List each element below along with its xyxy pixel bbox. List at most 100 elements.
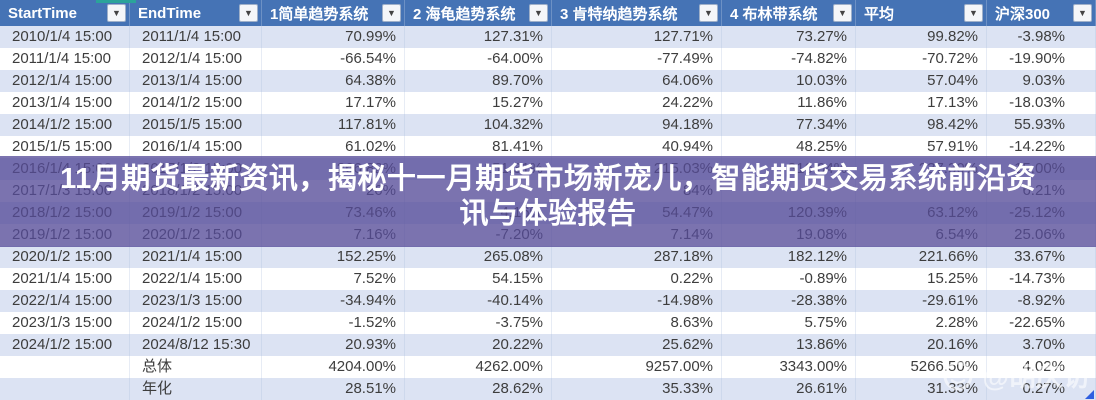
column-header-system1-simple-trend[interactable]: 1简单趋势系统 ▼	[262, 0, 405, 26]
starttime-cell[interactable]: 2012/1/4 15:00	[0, 70, 130, 92]
value-cell-system4-bollinger-band[interactable]: 48.25%	[722, 136, 856, 158]
value-cell-system1-simple-trend[interactable]: -1.52%	[262, 312, 405, 334]
value-cell-system3-keltner-trend[interactable]: 127.71%	[552, 26, 722, 48]
value-cell-system4-bollinger-band[interactable]: -28.38%	[722, 290, 856, 312]
value-cell-hs300[interactable]: 3.70%	[987, 334, 1096, 356]
value-cell-system3-keltner-trend[interactable]: 287.18%	[552, 246, 722, 268]
value-cell-system2-turtle-trend[interactable]: -40.14%	[405, 290, 552, 312]
starttime-cell[interactable]: 2021/1/4 15:00	[0, 268, 130, 290]
starttime-cell[interactable]	[0, 356, 130, 378]
value-cell-system3-keltner-trend[interactable]: 64.06%	[552, 70, 722, 92]
value-cell-system1-simple-trend[interactable]: -66.54%	[262, 48, 405, 70]
value-cell-system2-turtle-trend[interactable]: 265.08%	[405, 246, 552, 268]
value-cell-system1-simple-trend[interactable]: 17.17%	[262, 92, 405, 114]
column-header-endtime[interactable]: EndTime ▼	[130, 0, 262, 26]
value-cell-hs300[interactable]: -18.03%	[987, 92, 1096, 114]
filter-dropdown-icon[interactable]: ▼	[964, 4, 983, 22]
endtime-cell[interactable]: 2014/1/2 15:00	[130, 92, 262, 114]
value-cell-average[interactable]: 31.33%	[856, 378, 987, 400]
column-header-starttime[interactable]: StartTime ▼	[0, 0, 130, 26]
starttime-cell[interactable]	[0, 378, 130, 400]
value-cell-system1-simple-trend[interactable]: 64.38%	[262, 70, 405, 92]
starttime-cell[interactable]: 2010/1/4 15:00	[0, 26, 130, 48]
value-cell-system1-simple-trend[interactable]: 117.81%	[262, 114, 405, 136]
value-cell-hs300[interactable]: 9.03%	[987, 70, 1096, 92]
value-cell-system4-bollinger-band[interactable]: 77.34%	[722, 114, 856, 136]
value-cell-system3-keltner-trend[interactable]: -77.49%	[552, 48, 722, 70]
value-cell-average[interactable]: 15.25%	[856, 268, 987, 290]
endtime-cell[interactable]: 2023/1/3 15:00	[130, 290, 262, 312]
column-header-hs300[interactable]: 沪深300 ▼	[987, 0, 1096, 26]
starttime-cell[interactable]: 2023/1/3 15:00	[0, 312, 130, 334]
value-cell-system1-simple-trend[interactable]: 28.51%	[262, 378, 405, 400]
filter-dropdown-icon[interactable]: ▼	[239, 4, 258, 22]
value-cell-system2-turtle-trend[interactable]: 4262.00%	[405, 356, 552, 378]
value-cell-hs300[interactable]: 33.67%	[987, 246, 1096, 268]
value-cell-system1-simple-trend[interactable]: 152.25%	[262, 246, 405, 268]
starttime-cell[interactable]: 2024/1/2 15:00	[0, 334, 130, 356]
value-cell-system4-bollinger-band[interactable]: 73.27%	[722, 26, 856, 48]
filter-dropdown-icon[interactable]: ▼	[833, 4, 852, 22]
value-cell-system3-keltner-trend[interactable]: 94.18%	[552, 114, 722, 136]
endtime-cell[interactable]: 2024/1/2 15:00	[130, 312, 262, 334]
value-cell-average[interactable]: 17.13%	[856, 92, 987, 114]
value-cell-system3-keltner-trend[interactable]: 0.22%	[552, 268, 722, 290]
endtime-cell[interactable]: 年化	[130, 378, 262, 400]
column-header-average[interactable]: 平均 ▼	[856, 0, 987, 26]
value-cell-average[interactable]: -70.72%	[856, 48, 987, 70]
value-cell-system3-keltner-trend[interactable]: 40.94%	[552, 136, 722, 158]
filter-dropdown-icon[interactable]: ▼	[382, 4, 401, 22]
value-cell-hs300[interactable]: -8.92%	[987, 290, 1096, 312]
column-header-system4-bollinger-band[interactable]: 4 布林带系统 ▼	[722, 0, 856, 26]
value-cell-average[interactable]: 2.28%	[856, 312, 987, 334]
filter-dropdown-icon[interactable]: ▼	[107, 4, 126, 22]
endtime-cell[interactable]: 2012/1/4 15:00	[130, 48, 262, 70]
endtime-cell[interactable]: 2015/1/5 15:00	[130, 114, 262, 136]
endtime-cell[interactable]: 2024/8/12 15:30	[130, 334, 262, 356]
value-cell-hs300[interactable]: -3.98%	[987, 26, 1096, 48]
starttime-cell[interactable]: 2022/1/4 15:00	[0, 290, 130, 312]
value-cell-average[interactable]: 98.42%	[856, 114, 987, 136]
value-cell-hs300[interactable]: -14.73%	[987, 268, 1096, 290]
starttime-cell[interactable]: 2011/1/4 15:00	[0, 48, 130, 70]
value-cell-system2-turtle-trend[interactable]: 54.15%	[405, 268, 552, 290]
value-cell-average[interactable]: 221.66%	[856, 246, 987, 268]
value-cell-system4-bollinger-band[interactable]: 11.86%	[722, 92, 856, 114]
value-cell-system1-simple-trend[interactable]: 20.93%	[262, 334, 405, 356]
value-cell-system4-bollinger-band[interactable]: -74.82%	[722, 48, 856, 70]
value-cell-hs300[interactable]: 55.93%	[987, 114, 1096, 136]
value-cell-system2-turtle-trend[interactable]: -64.00%	[405, 48, 552, 70]
value-cell-system2-turtle-trend[interactable]: 104.32%	[405, 114, 552, 136]
filter-dropdown-icon[interactable]: ▼	[529, 4, 548, 22]
starttime-cell[interactable]: 2014/1/2 15:00	[0, 114, 130, 136]
value-cell-system3-keltner-trend[interactable]: -14.98%	[552, 290, 722, 312]
value-cell-system1-simple-trend[interactable]: 4204.00%	[262, 356, 405, 378]
value-cell-hs300[interactable]: 4.02%	[987, 356, 1096, 378]
column-header-system3-keltner-trend[interactable]: 3 肯特纳趋势系统 ▼	[552, 0, 722, 26]
value-cell-hs300[interactable]: -19.90%	[987, 48, 1096, 70]
value-cell-system3-keltner-trend[interactable]: 35.33%	[552, 378, 722, 400]
filter-dropdown-icon[interactable]: ▼	[1073, 4, 1092, 22]
value-cell-average[interactable]: 57.04%	[856, 70, 987, 92]
starttime-cell[interactable]: 2015/1/5 15:00	[0, 136, 130, 158]
value-cell-system4-bollinger-band[interactable]: 5.75%	[722, 312, 856, 334]
value-cell-average[interactable]: -29.61%	[856, 290, 987, 312]
value-cell-system2-turtle-trend[interactable]: 89.70%	[405, 70, 552, 92]
value-cell-system3-keltner-trend[interactable]: 9257.00%	[552, 356, 722, 378]
value-cell-system3-keltner-trend[interactable]: 24.22%	[552, 92, 722, 114]
endtime-cell[interactable]: 总体	[130, 356, 262, 378]
value-cell-system4-bollinger-band[interactable]: 182.12%	[722, 246, 856, 268]
value-cell-average[interactable]: 57.91%	[856, 136, 987, 158]
endtime-cell[interactable]: 2021/1/4 15:00	[130, 246, 262, 268]
value-cell-system2-turtle-trend[interactable]: 20.22%	[405, 334, 552, 356]
endtime-cell[interactable]: 2016/1/4 15:00	[130, 136, 262, 158]
value-cell-system4-bollinger-band[interactable]: 3343.00%	[722, 356, 856, 378]
starttime-cell[interactable]: 2020/1/2 15:00	[0, 246, 130, 268]
endtime-cell[interactable]: 2022/1/4 15:00	[130, 268, 262, 290]
value-cell-average[interactable]: 5266.50%	[856, 356, 987, 378]
value-cell-system2-turtle-trend[interactable]: 15.27%	[405, 92, 552, 114]
value-cell-average[interactable]: 99.82%	[856, 26, 987, 48]
starttime-cell[interactable]: 2013/1/4 15:00	[0, 92, 130, 114]
value-cell-system1-simple-trend[interactable]: 70.99%	[262, 26, 405, 48]
value-cell-system1-simple-trend[interactable]: -34.94%	[262, 290, 405, 312]
